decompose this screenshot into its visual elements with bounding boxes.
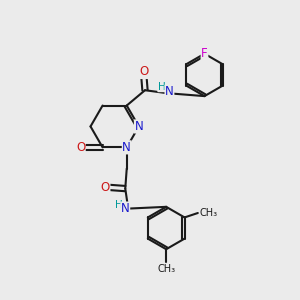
Text: N: N — [165, 85, 174, 98]
Text: CH₃: CH₃ — [157, 264, 175, 274]
Text: H: H — [158, 82, 166, 92]
Text: F: F — [201, 47, 208, 60]
Text: O: O — [76, 141, 85, 154]
Text: N: N — [122, 141, 131, 154]
Text: H: H — [115, 200, 123, 210]
Text: O: O — [139, 65, 148, 79]
Text: N: N — [134, 120, 143, 133]
Text: O: O — [100, 181, 110, 194]
Text: CH₃: CH₃ — [199, 208, 218, 218]
Text: N: N — [121, 202, 130, 215]
